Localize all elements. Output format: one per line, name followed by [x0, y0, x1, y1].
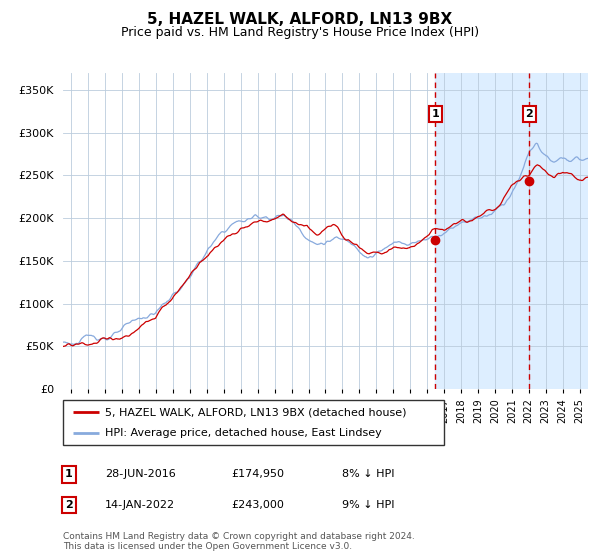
Text: 1: 1	[431, 109, 439, 119]
Text: 28-JUN-2016: 28-JUN-2016	[105, 469, 176, 479]
Text: £174,950: £174,950	[231, 469, 284, 479]
Text: 9% ↓ HPI: 9% ↓ HPI	[342, 500, 395, 510]
Text: Contains HM Land Registry data © Crown copyright and database right 2024.
This d: Contains HM Land Registry data © Crown c…	[63, 532, 415, 552]
FancyBboxPatch shape	[63, 400, 444, 445]
Text: £243,000: £243,000	[231, 500, 284, 510]
Text: 14-JAN-2022: 14-JAN-2022	[105, 500, 175, 510]
Text: 5, HAZEL WALK, ALFORD, LN13 9BX: 5, HAZEL WALK, ALFORD, LN13 9BX	[148, 12, 452, 27]
Text: 8% ↓ HPI: 8% ↓ HPI	[342, 469, 395, 479]
Text: Price paid vs. HM Land Registry's House Price Index (HPI): Price paid vs. HM Land Registry's House …	[121, 26, 479, 39]
Bar	[436, 73, 588, 389]
Text: 5, HAZEL WALK, ALFORD, LN13 9BX (detached house): 5, HAZEL WALK, ALFORD, LN13 9BX (detache…	[105, 408, 406, 418]
Text: 2: 2	[526, 109, 533, 119]
Text: 2: 2	[65, 500, 73, 510]
Text: 1: 1	[65, 469, 73, 479]
Text: HPI: Average price, detached house, East Lindsey: HPI: Average price, detached house, East…	[105, 428, 382, 438]
